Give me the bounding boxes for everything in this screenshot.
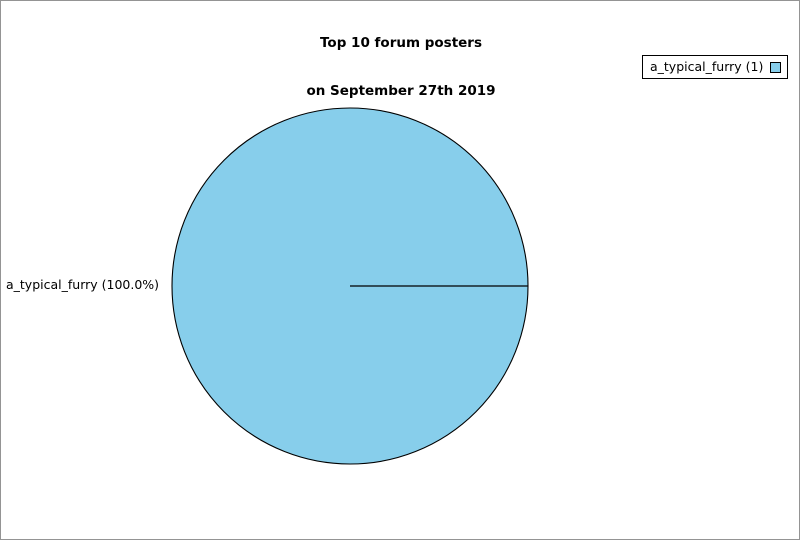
chart-title: Top 10 forum posters on September 27th 2… bbox=[1, 3, 799, 131]
legend-item-label: a_typical_furry (1) bbox=[650, 59, 764, 74]
chart-title-line-2: on September 27th 2019 bbox=[306, 83, 496, 99]
legend-color-swatch-icon bbox=[770, 61, 782, 73]
pie-slice-label-a-typical-furry: a_typical_furry (100.0%) bbox=[6, 277, 160, 292]
legend-item-a-typical-furry[interactable]: a_typical_furry (1) bbox=[650, 59, 782, 74]
chart-legend[interactable]: a_typical_furry (1) bbox=[642, 55, 789, 79]
chart-title-line-1: Top 10 forum posters bbox=[320, 35, 482, 51]
